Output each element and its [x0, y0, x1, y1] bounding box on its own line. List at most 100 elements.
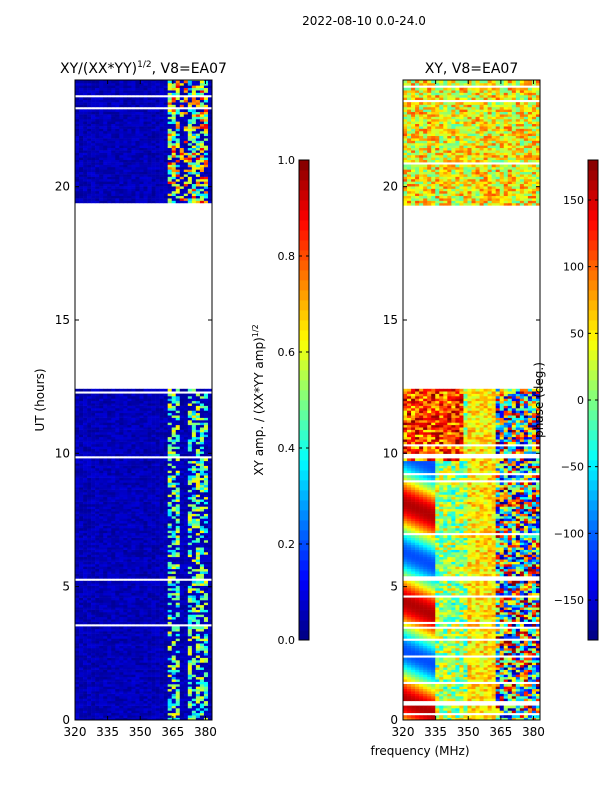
heatmap-cell — [135, 475, 140, 478]
figure-suptitle: 2022-08-10 0.0-24.0 — [302, 14, 426, 28]
heatmap-cell — [151, 600, 156, 603]
heatmap-cell — [91, 604, 96, 608]
heatmap-cell — [103, 468, 108, 471]
heatmap-cell — [115, 552, 120, 555]
heatmap-cell — [75, 492, 80, 495]
heatmap-cell — [171, 674, 177, 678]
heatmap-cell — [179, 504, 185, 507]
heatmap-cell — [87, 698, 92, 702]
heatmap-cell — [131, 518, 136, 522]
heatmap-cell — [159, 607, 164, 610]
heatmap-cell — [163, 544, 168, 548]
heatmap-cell — [167, 501, 173, 505]
heatmap-cell — [163, 499, 168, 502]
heatmap-cell — [207, 700, 212, 704]
heatmap-cell — [171, 181, 177, 185]
heatmap-cell — [187, 195, 193, 199]
heatmap-cell — [195, 463, 201, 466]
heatmap-cell — [115, 592, 120, 596]
heatmap-cell — [79, 717, 84, 720]
heatmap-cell — [95, 405, 100, 409]
heatmap-cell — [127, 439, 132, 442]
heatmap-cell — [195, 696, 201, 699]
heatmap-cell — [195, 597, 201, 601]
heatmap-cell — [139, 648, 144, 651]
heatmap-cell — [175, 444, 181, 447]
heatmap-cell — [195, 710, 201, 714]
heatmap-cell — [127, 688, 132, 692]
heatmap-cell — [171, 686, 177, 690]
heatmap-cell — [139, 628, 144, 632]
heatmap-cell — [183, 554, 189, 558]
heatmap-cell — [119, 652, 124, 656]
heatmap-cell — [79, 504, 84, 507]
heatmap-cell — [143, 556, 148, 560]
heatmap-cell — [151, 499, 156, 502]
heatmap-cell — [187, 600, 193, 603]
heatmap-cell — [135, 396, 140, 399]
heatmap-cell — [207, 470, 212, 474]
heatmap-cell — [167, 523, 173, 526]
heatmap-cell — [203, 424, 209, 428]
heatmap-cell — [203, 513, 209, 517]
heatmap-cell — [175, 181, 181, 185]
heatmap-cell — [111, 535, 116, 538]
heatmap-cell — [159, 516, 164, 519]
heatmap-cell — [111, 576, 116, 579]
heatmap-cell — [115, 171, 120, 175]
heatmap-cell — [195, 400, 201, 404]
heatmap-cell — [147, 640, 152, 644]
heatmap-cell — [151, 588, 156, 591]
heatmap-cell — [79, 676, 84, 680]
heatmap-cell — [95, 655, 100, 658]
heatmap-cell — [79, 568, 84, 572]
heatmap-cell — [179, 403, 185, 406]
heatmap-cell — [83, 669, 88, 673]
heatmap-cell — [183, 667, 189, 670]
heatmap-cell — [155, 388, 160, 392]
heatmap-cell — [91, 420, 96, 423]
heatmap-cell — [123, 590, 128, 594]
heatmap-cell — [115, 715, 120, 718]
heatmap-cell — [171, 396, 177, 399]
heatmap-cell — [179, 556, 185, 560]
heatmap-cell — [171, 717, 177, 720]
heatmap-cell — [127, 667, 132, 670]
heatmap-cell — [171, 667, 177, 670]
heatmap-cell — [195, 475, 201, 478]
heatmap-cell — [131, 532, 136, 536]
heatmap-cell — [167, 621, 173, 625]
heatmap-cell — [75, 693, 80, 697]
heatmap-cell — [179, 604, 185, 608]
heatmap-cell — [127, 564, 132, 567]
heatmap-cell — [127, 696, 132, 699]
heatmap-cell — [131, 424, 136, 428]
heatmap-cell — [207, 415, 212, 418]
heatmap-cell — [183, 592, 189, 596]
heatmap-cell — [135, 504, 140, 507]
heatmap-cell — [175, 693, 181, 697]
heatmap-cell — [83, 480, 88, 483]
heatmap-cell — [91, 561, 96, 565]
heatmap-cell — [199, 552, 205, 555]
heatmap-cell — [175, 640, 181, 644]
heatmap-cell — [191, 477, 197, 481]
heatmap-cell — [139, 465, 144, 469]
heatmap-cell — [87, 684, 92, 687]
heatmap-cell — [107, 518, 112, 522]
heatmap-cell — [99, 708, 104, 711]
heatmap-cell — [151, 674, 156, 678]
heatmap-cell — [167, 494, 173, 498]
heatmap-cell — [119, 171, 124, 175]
heatmap-cell — [203, 652, 209, 656]
heatmap-cell — [179, 523, 185, 526]
heatmap-cell — [75, 432, 80, 435]
heatmap-cell — [147, 501, 152, 505]
heatmap-cell — [167, 468, 173, 471]
heatmap-cell — [155, 544, 160, 548]
heatmap-cell — [79, 657, 84, 661]
heatmap-cell — [183, 540, 189, 543]
heatmap-cell — [199, 703, 205, 706]
heatmap-cell — [107, 691, 112, 694]
heatmap-cell — [127, 636, 132, 639]
